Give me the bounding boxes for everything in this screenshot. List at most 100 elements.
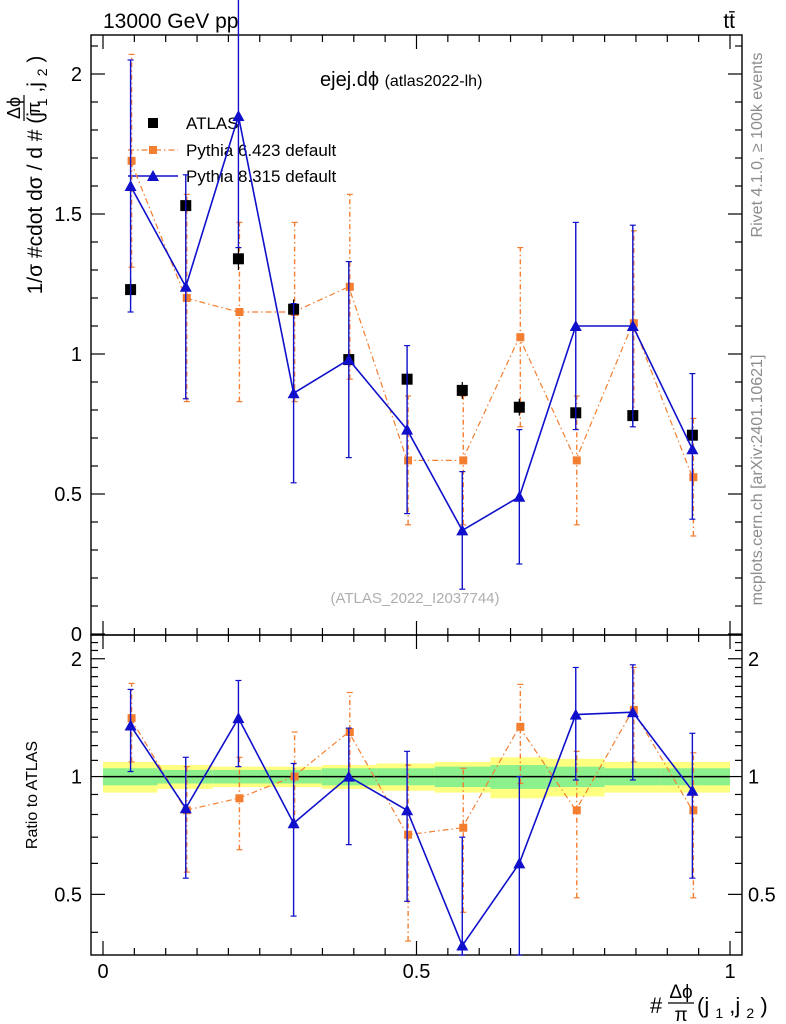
header-left: 13000 GeV pp [103,10,238,33]
side-note-mcplots: mcplots.cern.ch [arXiv:2401.10621] [749,355,766,606]
data-series [124,0,699,956]
legend: ATLAS Pythia 6.423 default Pythia 8.315 … [128,114,337,186]
ylabel-c: ,j [24,82,47,93]
svg-text:1/σ #cdot dσ / d #: 1/σ #cdot dσ / d # (j 1 ,j 2 ) [24,56,52,295]
pythia6-main-point [404,456,413,465]
pythia8-ratio-point [456,939,469,951]
pythia6-ratio-point [345,727,354,736]
pythia8-ratio-point [513,857,526,869]
x-axis-label: # Δϕ π (j 1 ,j 2 ) [650,982,768,1024]
pythia6-ratio-point [516,722,525,731]
pythia8-ratio-point [626,706,639,718]
pythia8-main-point [287,387,300,399]
ylabel-b: (j [24,112,47,124]
pythia8-main-point [626,320,639,331]
y-tick-label: 1 [71,344,82,366]
pythia8-main-point [124,180,137,191]
legend-marker-py8 [147,170,159,181]
pythia8-main-point [401,423,414,435]
pythia8-ratio-point [686,784,699,796]
ratio-y-axis-label: Ratio to ATLAS [24,741,41,849]
pythia8-ratio-point [287,817,300,829]
y-tick-label: 1.5 [54,204,82,226]
xlabel-b: (j [697,993,709,1018]
header-right: tt̄ [723,10,735,33]
pythia6-main-line [130,160,693,478]
ratio-tick-label-left: 1 [71,767,82,789]
side-note-rivet: Rivet 4.1.0, ≥ 100k events [749,53,766,238]
x-tick-label: 0 [97,961,108,983]
pythia6-main-point [516,333,525,342]
pythia8-ratio-point [401,804,414,816]
xlabel-frac-num: Δϕ [669,982,692,1003]
pythia8-ratio-point [569,708,582,720]
pythia6-main-point [345,282,354,291]
pythia8-main-point [179,280,192,292]
ylabel-main: 1/σ #cdot dσ / d # [24,129,47,294]
xlabel-sub2: 2 [746,1005,754,1021]
pythia8-main-point [232,110,245,121]
pythia8-main-point [513,490,526,502]
pythia6-main-point [235,308,244,316]
ylabel-frac-num: Δϕ [4,97,24,119]
ratio-tick-label-right: 0.5 [748,884,776,906]
ylabel-d: ) [24,56,47,63]
pythia6-main-point [572,456,581,465]
pythia6-ratio-point [235,794,244,803]
pythia8-ratio-line [129,711,694,948]
ratio-uncertainty-bands [103,757,730,799]
pythia8-ratio-point [342,770,355,782]
y-tick-label: 0.5 [54,484,82,506]
svg-text:(j 1 ,j 2: (j 1 ,j 2 ) [697,993,768,1023]
pythia6-ratio-point [404,830,413,839]
pythia6-main-point [127,156,136,165]
pythia6-ratio-point [459,823,468,832]
atlas-point [232,253,244,265]
legend-label-py6: Pythia 6.423 default [186,141,337,160]
xlabel-sub1: 1 [715,1005,723,1021]
pythia8-ratio-point [124,719,137,731]
ratio-panel-frame [90,634,743,956]
legend-marker-atlas [148,118,158,128]
ratio-tick-label-left: 2 [71,649,82,671]
legend-label-py8: Pythia 8.315 default [186,167,337,186]
pythia8-main-point [686,443,699,455]
xlabel-d: ) [760,993,767,1018]
ylabel-sub2: 2 [34,68,50,76]
pythia6-ratio-point [572,806,581,815]
x-tick-label: 1 [724,961,735,983]
main-axis-ticks: 00.511.522.533.5400.51 [54,35,742,983]
pythia6-main-point [689,473,698,482]
pythia8-main-point [342,353,355,365]
plot-title-main: ejej.dϕ [320,69,379,91]
pythia6-ratio-point [290,772,299,781]
pythia8-ratio-point [179,802,192,814]
y-tick-label: 0 [71,624,82,646]
y-tick-label: 2 [71,64,82,86]
ratio-tick-label-left: 0.5 [54,884,82,906]
legend-label-atlas: ATLAS [186,114,239,133]
pythia8-main-point [569,320,582,331]
pythia8-ratio-point [232,712,245,724]
plot-title: ejej.dϕ (atlas2022-lh) [320,69,482,91]
pythia6-ratio-point [127,714,136,723]
pythia6-main-point [182,294,191,302]
ylabel-sub1: 1 [34,98,50,106]
atlas-point [456,384,468,396]
y-axis-label: 1/σ #cdot dσ / d # (j 1 ,j 2 ) [24,56,52,295]
ylabel-frac-den: π [24,102,44,114]
analysis-watermark: (ATLAS_2022_I2037744) [330,590,499,607]
ratio-tick-label-right: 1 [748,767,759,789]
xlabel-hash: # [650,993,663,1018]
plot-title-sub: (atlas2022-lh) [385,73,483,90]
xlabel-c: ,j [729,993,740,1018]
ratio-tick-label-right: 2 [748,649,759,671]
x-tick-label: 0.5 [403,961,431,983]
ratio-axis-ticks: 0.5 0.5 1 1 2 2 [54,641,776,933]
pythia6-main-point [459,456,468,465]
pythia8-main-point [456,524,469,536]
xlabel-frac-den: π [674,1005,687,1024]
atlas-point [513,401,525,413]
legend-marker-py6 [149,146,157,154]
